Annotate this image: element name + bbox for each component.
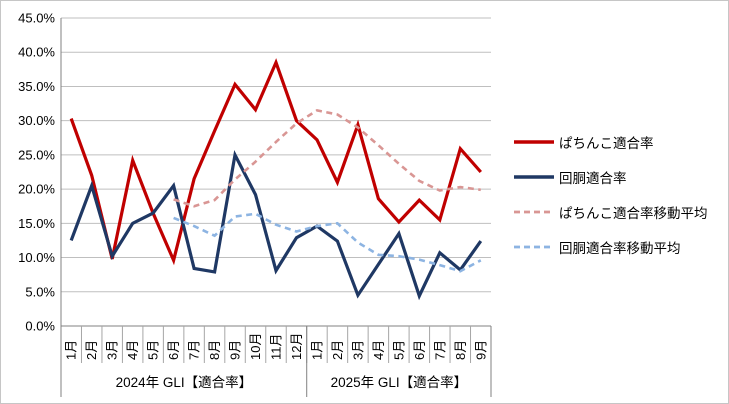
x-axis-label: 3月	[350, 340, 365, 360]
x-axis-label: 2月	[84, 340, 99, 360]
x-axis-label: 5月	[146, 340, 161, 360]
x-axis-label: 12月	[289, 333, 304, 360]
legend-label: 回胴適合率	[559, 170, 627, 186]
legend-label: 回胴適合率移動平均	[559, 240, 681, 256]
legend-line-icon	[514, 139, 554, 144]
x-axis-label: 3月	[105, 340, 120, 360]
x-axis-label: 1月	[309, 340, 324, 360]
series-line-0	[69, 58, 483, 266]
series-line-3	[173, 212, 482, 273]
y-axis-label: 0.0%	[25, 319, 55, 334]
x-axis-label: 7月	[187, 340, 202, 360]
x-axis-label: 8月	[207, 340, 222, 360]
legend: ぱちんこ適合率 回胴適合率 ぱちんこ適合率移動平均 回胴適合率移動平均	[513, 131, 728, 257]
x-axis-label: 6月	[166, 340, 181, 360]
x-axis-label: 2月	[330, 340, 345, 360]
x-axis-label: 5月	[391, 340, 406, 360]
x-axis-label: 11月	[269, 334, 284, 361]
legend-item-pachinko-ma: ぱちんこ適合率移動平均	[513, 201, 728, 222]
y-axis-label: 40.0%	[18, 45, 55, 60]
y-axis-label: 10.0%	[18, 250, 55, 265]
legend-item-pachinko: ぱちんこ適合率	[513, 131, 728, 152]
legend-label: ぱちんこ適合率移動平均	[559, 205, 708, 221]
y-axis-label: 45.0%	[18, 11, 55, 26]
axis-group-label-1: 2025年 GLI【適合率】	[331, 374, 468, 390]
x-axis-label: 9月	[228, 340, 243, 360]
series-line-1	[69, 149, 483, 301]
y-axis-label: 25.0%	[18, 147, 55, 162]
x-axis-label: 10月	[248, 333, 263, 360]
legend-item-kaidou-ma: 回胴適合率移動平均	[513, 236, 728, 257]
y-axis-label: 15.0%	[18, 216, 55, 231]
x-axis-label: 6月	[412, 340, 427, 360]
legend-label: ぱちんこ適合率	[559, 135, 654, 151]
legend-line-icon	[514, 245, 554, 248]
y-axis-label: 20.0%	[18, 182, 55, 197]
x-axis-label: 4月	[125, 340, 140, 360]
legend-line-icon	[514, 174, 554, 179]
legend-line-icon	[514, 210, 554, 213]
x-axis-label: 8月	[453, 340, 468, 360]
x-axis-label: 1月	[64, 340, 79, 360]
x-axis-label: 4月	[371, 340, 386, 360]
y-axis-label: 35.0%	[18, 79, 55, 94]
axis-group-label-0: 2024年 GLI【適合率】	[116, 374, 253, 390]
legend-item-kaidou: 回胴適合率	[513, 166, 728, 187]
y-axis-label: 30.0%	[18, 113, 55, 128]
x-axis-label: 9月	[473, 340, 488, 360]
y-axis-label: 5.0%	[25, 284, 55, 299]
series-line-2	[173, 109, 481, 208]
x-axis-label: 7月	[432, 340, 447, 360]
